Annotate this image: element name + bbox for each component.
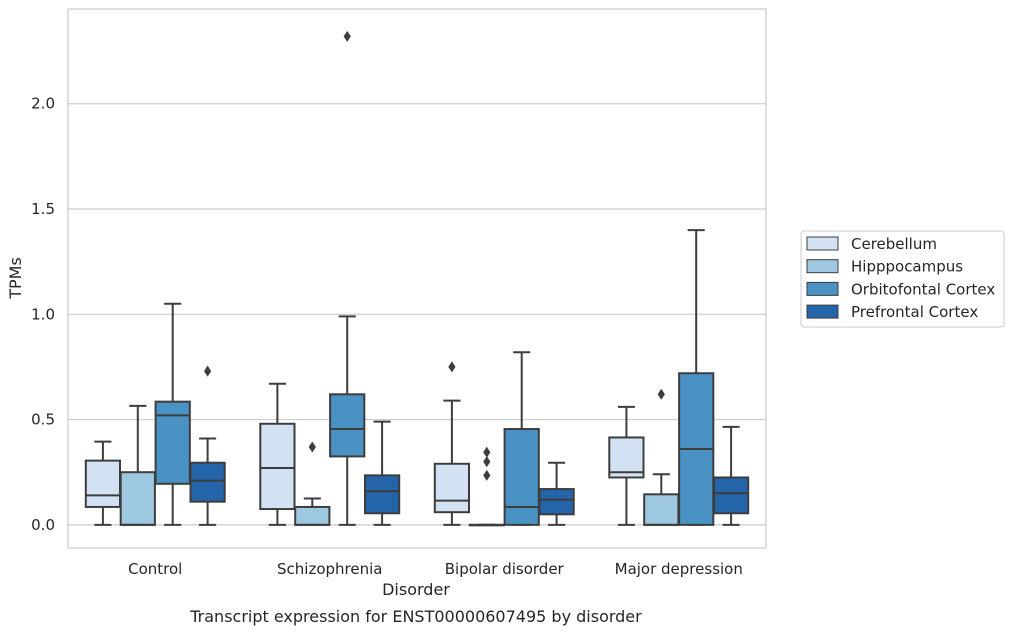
y-tick-label: 2.0 — [31, 95, 55, 113]
box-prefrontal-cortex — [363, 420, 401, 526]
box-prefrontal-cortex — [712, 425, 750, 526]
box-iqr — [538, 488, 575, 516]
outlier-point — [483, 446, 491, 458]
legend-swatch — [806, 259, 839, 274]
box-cerebellum — [259, 382, 296, 526]
x-tick-label: Major depression — [615, 560, 743, 578]
box-hipppocampus — [643, 388, 680, 526]
box-hipppocampus — [119, 404, 156, 526]
x-tick-label: Control — [128, 560, 182, 578]
box-iqr — [608, 436, 645, 479]
y-tick-label: 0.0 — [31, 516, 55, 534]
x-tick-labels: Control Schizophrenia Bipolar disorder Majo… — [128, 560, 743, 578]
outlier-point — [448, 361, 456, 373]
box-cerebellum — [84, 440, 122, 526]
box-layer — [84, 30, 750, 527]
x-axis-label: Disorder — [382, 580, 450, 599]
y-tick-labels: 0.0 0.5 1.0 1.5 2.0 — [31, 95, 55, 534]
box-iqr — [363, 474, 401, 515]
outlier-point — [308, 441, 316, 453]
outlier-point — [483, 456, 491, 468]
box-orbitofontal-cortex — [329, 30, 366, 526]
box-iqr — [643, 493, 680, 526]
legend-frame — [800, 230, 1005, 328]
box-iqr — [154, 400, 191, 485]
legend-label: Prefrontal Cortex — [851, 303, 978, 321]
x-tick-label: Schizophrenia — [277, 560, 382, 578]
chart-caption: Transcript expression for ENST0000060749… — [189, 607, 642, 626]
outlier-point — [483, 469, 491, 481]
outlier-point — [343, 30, 351, 42]
y-tick-label: 1.0 — [31, 305, 55, 323]
box-prefrontal-cortex — [538, 461, 575, 526]
box-orbitofontal-cortex — [678, 229, 715, 526]
legend-label: Hipppocampus — [851, 258, 963, 276]
box-cerebellum — [608, 405, 645, 526]
box-iqr — [329, 393, 366, 458]
plot-area-frame — [67, 8, 767, 549]
box-iqr — [119, 471, 156, 526]
box-iqr — [259, 422, 296, 511]
legend-swatch — [806, 236, 839, 251]
legend-swatch — [806, 304, 839, 319]
box-iqr — [84, 459, 122, 508]
y-tick-label: 0.5 — [31, 411, 55, 429]
outlier-point — [657, 388, 665, 400]
legend: Cerebellum Hipppocampus Orbitofontal Corte… — [800, 230, 1005, 328]
outlier-point — [204, 365, 212, 377]
box-iqr — [433, 462, 471, 514]
legend-label: Orbitofontal Cortex — [851, 280, 995, 298]
box-hipppocampus — [294, 441, 331, 526]
box-hipppocampus — [468, 446, 505, 527]
x-tick-label: Bipolar disorder — [445, 560, 565, 578]
legend-label: Cerebellum — [851, 235, 937, 253]
box-iqr — [189, 461, 226, 503]
legend-swatch — [806, 281, 839, 296]
y-tick-label: 1.5 — [31, 200, 55, 218]
box-iqr — [503, 428, 540, 526]
box-prefrontal-cortex — [189, 365, 226, 526]
box-cerebellum — [433, 361, 471, 526]
box-orbitofontal-cortex — [154, 302, 191, 526]
box-iqr — [712, 476, 750, 515]
y-axis-label: TPMs — [6, 257, 25, 300]
box-iqr — [294, 505, 331, 526]
box-orbitofontal-cortex — [503, 351, 540, 526]
